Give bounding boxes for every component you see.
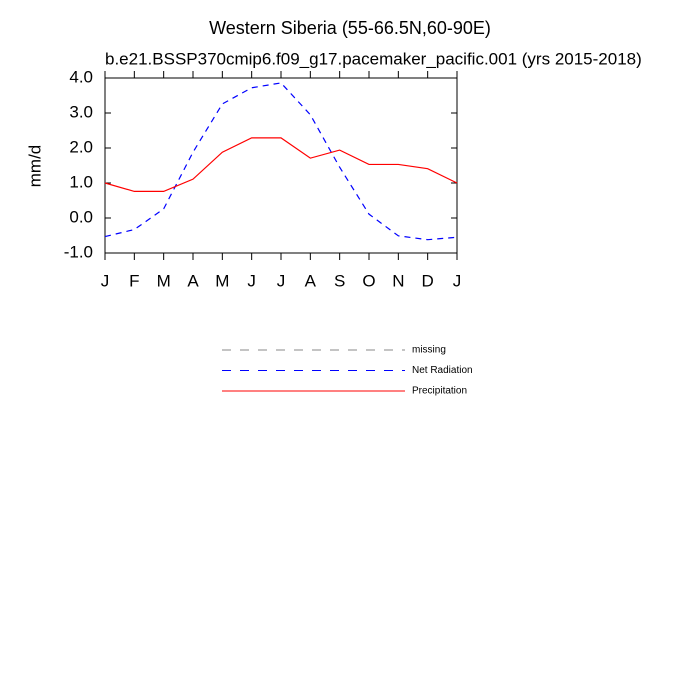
y-tick-label: 3.0	[69, 102, 93, 121]
x-tick-label: S	[334, 271, 345, 290]
y-tick-label: -1.0	[64, 242, 93, 261]
legend-label: Precipitation	[412, 386, 467, 397]
x-tick-label: J	[101, 271, 110, 290]
x-tick-label: J	[453, 271, 462, 290]
x-tick-label: J	[277, 271, 286, 290]
x-tick-label: A	[187, 271, 199, 290]
chart-subtitle: b.e21.BSSP370cmip6.f09_g17.pacemaker_pac…	[105, 49, 642, 68]
y-tick-label: 4.0	[69, 67, 93, 86]
x-tick-label: O	[362, 271, 375, 290]
y-tick-label: 2.0	[69, 137, 93, 156]
y-axis-label: mm/d	[25, 145, 44, 188]
x-tick-label: D	[422, 271, 434, 290]
x-tick-label: M	[215, 271, 229, 290]
legend-label: missing	[412, 345, 446, 356]
series-line	[104, 82, 458, 241]
legend-label: Net Radiation	[412, 365, 473, 376]
x-tick-label: J	[247, 271, 256, 290]
x-tick-label: F	[129, 271, 139, 290]
x-tick-label: N	[392, 271, 404, 290]
y-tick-label: 1.0	[69, 172, 93, 191]
x-tick-label: M	[157, 271, 171, 290]
series-line	[104, 137, 458, 192]
x-tick-label: A	[305, 271, 317, 290]
chart-title: Western Siberia (55-66.5N,60-90E)	[209, 18, 491, 38]
y-tick-label: 0.0	[69, 207, 93, 226]
